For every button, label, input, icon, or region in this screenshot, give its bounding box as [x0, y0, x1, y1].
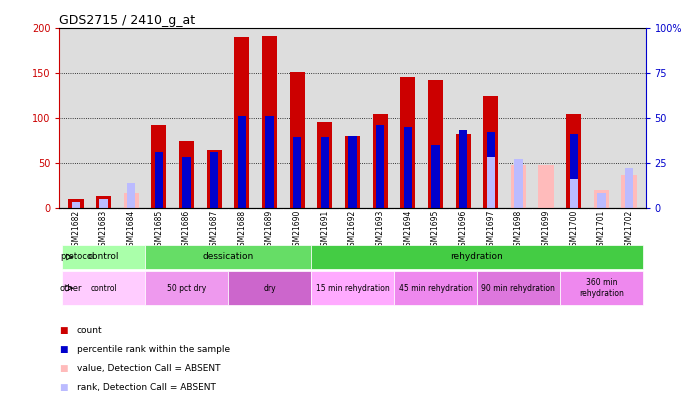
Bar — [265, 115, 274, 208]
Bar — [487, 157, 495, 208]
Bar — [428, 81, 443, 208]
Bar — [182, 157, 191, 208]
Bar — [511, 165, 526, 208]
Text: 45 min rehydration: 45 min rehydration — [399, 284, 473, 293]
Text: GSM21701: GSM21701 — [597, 210, 606, 251]
Bar — [570, 134, 578, 208]
Text: GSM21682: GSM21682 — [71, 210, 80, 251]
Text: dessication: dessication — [202, 252, 253, 262]
Bar — [483, 96, 498, 208]
Text: GSM21695: GSM21695 — [431, 210, 440, 252]
Text: GSM21686: GSM21686 — [182, 210, 191, 251]
Text: GSM21700: GSM21700 — [570, 210, 578, 252]
Text: GSM21690: GSM21690 — [292, 210, 302, 252]
Text: GSM21687: GSM21687 — [209, 210, 218, 251]
Bar — [151, 125, 167, 208]
Bar — [320, 137, 329, 208]
Bar — [62, 271, 145, 305]
Bar — [235, 37, 249, 208]
Bar — [376, 126, 385, 208]
Bar — [621, 175, 637, 208]
Bar — [317, 122, 332, 208]
Bar — [400, 77, 415, 208]
Bar — [403, 127, 412, 208]
Bar — [207, 150, 222, 208]
Text: control: control — [88, 252, 119, 262]
Bar — [560, 271, 643, 305]
Bar — [99, 202, 107, 208]
Text: GSM21685: GSM21685 — [154, 210, 163, 251]
Bar — [290, 72, 305, 208]
Text: rank, Detection Call = ABSENT: rank, Detection Call = ABSENT — [77, 383, 216, 392]
Text: 15 min rehydration: 15 min rehydration — [315, 284, 389, 293]
Bar — [594, 190, 609, 208]
Bar — [262, 36, 277, 208]
Text: protocol: protocol — [60, 252, 94, 262]
Bar — [487, 132, 495, 208]
Bar — [625, 168, 633, 208]
Text: GSM21683: GSM21683 — [99, 210, 108, 251]
Bar — [96, 196, 111, 208]
Text: GSM21699: GSM21699 — [542, 210, 551, 252]
Bar — [538, 165, 554, 208]
Text: GSM21689: GSM21689 — [265, 210, 274, 251]
Bar — [514, 159, 523, 208]
Text: count: count — [77, 326, 103, 335]
Bar — [68, 199, 84, 208]
Text: 50 pct dry: 50 pct dry — [167, 284, 206, 293]
Text: GSM21693: GSM21693 — [376, 210, 385, 252]
Text: ■: ■ — [59, 364, 68, 373]
Bar — [373, 114, 388, 208]
Bar — [238, 117, 246, 208]
Bar — [456, 134, 470, 208]
Bar — [155, 151, 163, 208]
Bar — [99, 199, 107, 208]
Text: GSM21702: GSM21702 — [625, 210, 634, 251]
Text: GSM21684: GSM21684 — [127, 210, 135, 251]
Text: 90 min rehydration: 90 min rehydration — [482, 284, 556, 293]
Bar — [127, 183, 135, 208]
Bar — [62, 245, 145, 269]
Text: GSM21697: GSM21697 — [487, 210, 496, 252]
Text: control: control — [90, 284, 117, 293]
Text: GSM21694: GSM21694 — [403, 210, 413, 252]
Bar — [477, 271, 560, 305]
Bar — [311, 245, 643, 269]
Text: rehydration: rehydration — [451, 252, 503, 262]
Text: ■: ■ — [59, 326, 68, 335]
Bar — [459, 130, 467, 208]
Text: ■: ■ — [59, 345, 68, 354]
Bar — [145, 271, 228, 305]
Bar — [228, 271, 311, 305]
Text: GSM21696: GSM21696 — [459, 210, 468, 252]
Bar — [431, 145, 440, 208]
Bar — [210, 151, 218, 208]
Text: percentile rank within the sample: percentile rank within the sample — [77, 345, 230, 354]
Bar — [124, 193, 139, 208]
Text: ■: ■ — [59, 383, 68, 392]
Bar — [72, 202, 80, 208]
Bar — [293, 137, 302, 208]
Bar — [597, 193, 606, 208]
Bar — [345, 136, 360, 208]
Text: GSM21692: GSM21692 — [348, 210, 357, 251]
Bar — [348, 136, 357, 208]
Text: value, Detection Call = ABSENT: value, Detection Call = ABSENT — [77, 364, 221, 373]
Bar — [570, 179, 578, 208]
Text: dry: dry — [263, 284, 276, 293]
Text: GSM21691: GSM21691 — [320, 210, 329, 251]
Text: 360 min
rehydration: 360 min rehydration — [579, 278, 624, 298]
Text: GSM21688: GSM21688 — [237, 210, 246, 251]
Text: GDS2715 / 2410_g_at: GDS2715 / 2410_g_at — [59, 14, 195, 27]
Bar — [179, 141, 194, 208]
Bar — [311, 271, 394, 305]
Text: other: other — [60, 284, 82, 293]
Text: GSM21698: GSM21698 — [514, 210, 523, 251]
Bar — [72, 202, 80, 208]
Bar — [394, 271, 477, 305]
Bar — [145, 245, 311, 269]
Bar — [566, 114, 581, 208]
